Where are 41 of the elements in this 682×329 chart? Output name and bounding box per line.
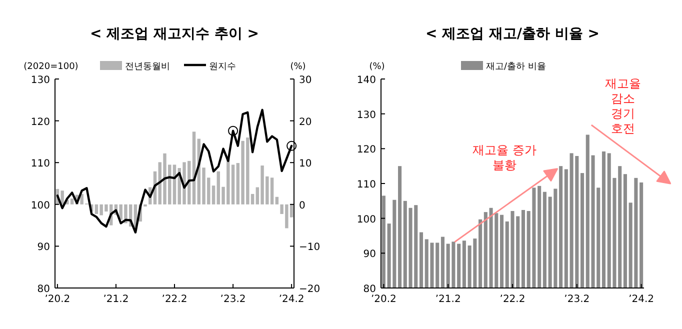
y-tick-label: 100: [356, 214, 376, 226]
chart-title: < 제조업 재고지수 추이 >: [90, 26, 259, 42]
legend-label: 재고/출하 비율: [486, 62, 546, 72]
y2-tick-label: 0: [299, 200, 306, 212]
y2-tick-label: −10: [299, 242, 320, 254]
x-tick-label: ’21.2: [103, 294, 129, 305]
legend: 재고/출하 비율: [461, 61, 546, 72]
x-tick-label: ’23.2: [220, 294, 246, 305]
y-tick-label: 140: [356, 75, 376, 86]
y-tick-label: 90: [363, 249, 376, 260]
y2-tick-label: 30: [299, 75, 312, 86]
y-tick-label: 80: [37, 284, 50, 295]
y-tick-label: 80: [363, 284, 376, 295]
y-tick-label: 120: [30, 116, 50, 128]
y-tick-label: 120: [356, 144, 376, 156]
x-tick-label: ’22.2: [162, 294, 188, 305]
legend-label: 원지수: [209, 62, 236, 72]
x-tick-label: ’20.2: [370, 294, 396, 305]
y-axis-title: (2020=100): [24, 62, 78, 72]
y2-axis-title: (%): [290, 62, 306, 72]
y2-tick-label: 10: [299, 158, 312, 170]
x-tick-label: ’24.2: [278, 294, 304, 305]
y-tick-label: 90: [37, 242, 50, 254]
legend-label: 전년동월비: [125, 62, 170, 72]
y-tick-label: 130: [356, 110, 376, 121]
x-tick-label: ’20.2: [44, 294, 70, 305]
y-axis-title: (%): [369, 62, 385, 72]
chart-title: < 제조업 재고/출하 비율 >: [425, 26, 600, 42]
y2-tick-label: 20: [299, 116, 312, 128]
y-tick-label: 110: [30, 158, 50, 170]
y-tick-label: 130: [30, 75, 50, 86]
y-tick-label: 110: [356, 180, 376, 190]
y-tick-label: 100: [30, 200, 50, 212]
x-tick-label: ’22.2: [500, 294, 526, 305]
x-tick-label: ’21.2: [435, 294, 461, 305]
y2-tick-label: −20: [299, 284, 320, 295]
x-tick-label: ’24.2: [628, 294, 654, 305]
annotation: 재고율 감소 경기 호전: [604, 76, 641, 136]
bar: [275, 196, 279, 204]
annotation: 재고율 증가 불황: [472, 143, 537, 172]
x-tick-label: ’23.2: [564, 294, 590, 305]
